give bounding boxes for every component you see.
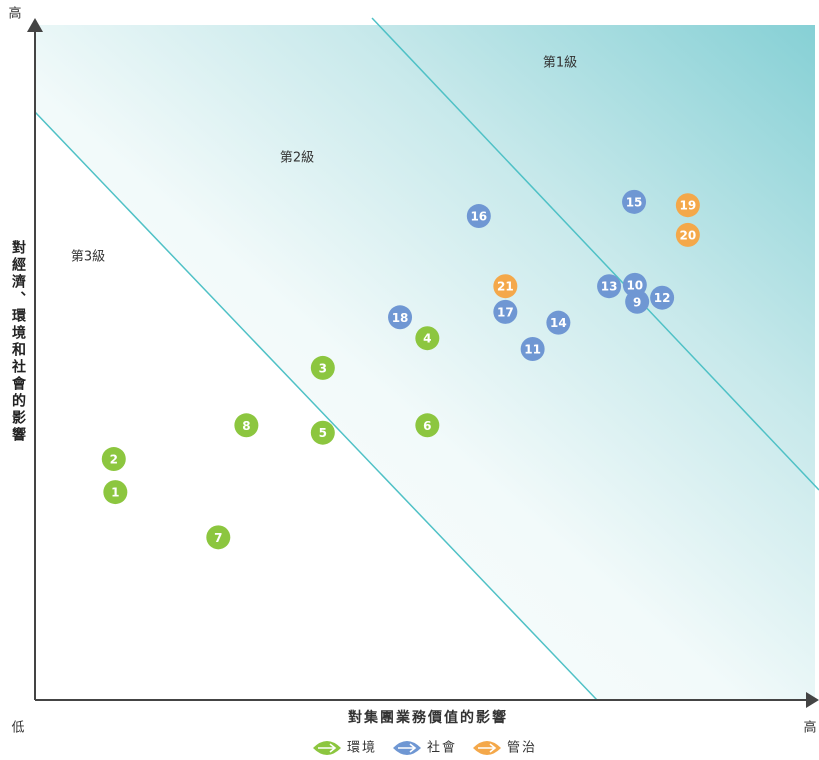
- point-label: 18: [392, 311, 409, 325]
- point-label: 7: [214, 531, 222, 545]
- data-point: [415, 413, 440, 438]
- zone-label: 第3級: [71, 250, 105, 265]
- zone-label: 第2級: [280, 151, 314, 166]
- zone-label: 第1級: [543, 56, 577, 71]
- data-point: [493, 299, 518, 324]
- data-point: [388, 305, 413, 330]
- legend-label: 環境: [347, 741, 377, 756]
- axis-end-label: 高: [8, 6, 21, 22]
- data-point: [415, 326, 440, 351]
- point-label: 1: [111, 486, 119, 500]
- point-label: 17: [497, 305, 514, 319]
- point-label: 15: [626, 195, 643, 209]
- point-label: 2: [110, 453, 118, 467]
- point-label: 11: [524, 343, 541, 357]
- data-point: [650, 285, 675, 310]
- axis-end-label: 低: [11, 721, 24, 736]
- point-label: 19: [680, 199, 697, 213]
- y-axis-arrow: [27, 18, 43, 32]
- data-point: [310, 355, 335, 380]
- data-point: [101, 447, 126, 472]
- legend-label: 社會: [427, 740, 457, 756]
- legend-icon-arrow: [478, 743, 497, 753]
- data-point: [310, 420, 335, 445]
- data-point: [103, 480, 128, 505]
- point-label: 14: [550, 316, 567, 330]
- data-point: [622, 272, 647, 297]
- point-label: 3: [319, 361, 327, 375]
- point-label: 21: [497, 280, 514, 294]
- legend-icon-arrow: [398, 743, 417, 753]
- data-point: [597, 274, 622, 299]
- point-label: 4: [423, 332, 431, 346]
- x-axis-label: 對集團業務價值的影響: [348, 709, 508, 726]
- point-label: 9: [633, 295, 641, 309]
- y-axis-label: 對經濟、環境和社會的影響: [10, 240, 26, 444]
- x-axis-arrow: [806, 692, 819, 708]
- zone-boundary: [371, 17, 819, 491]
- point-label: 16: [470, 210, 487, 224]
- data-point: [622, 189, 647, 214]
- point-label: 12: [654, 291, 671, 305]
- point-label: 20: [680, 228, 697, 242]
- data-point: [234, 413, 259, 438]
- data-point: [520, 337, 545, 361]
- data-point: [206, 525, 231, 550]
- data-point: [466, 204, 491, 229]
- point-label: 8: [242, 419, 250, 433]
- point-label: 6: [423, 419, 431, 433]
- axis-end-label: 高: [803, 720, 816, 736]
- data-point: [675, 222, 700, 247]
- point-label: 13: [601, 280, 618, 294]
- data-point: [493, 274, 518, 299]
- data-point: [675, 193, 700, 218]
- legend-icon-arrow: [318, 743, 337, 753]
- zone-boundary: [34, 111, 598, 701]
- data-point: [546, 310, 571, 335]
- point-label: 5: [319, 426, 327, 440]
- legend-label: 管治: [507, 741, 537, 756]
- point-label: 10: [626, 278, 643, 292]
